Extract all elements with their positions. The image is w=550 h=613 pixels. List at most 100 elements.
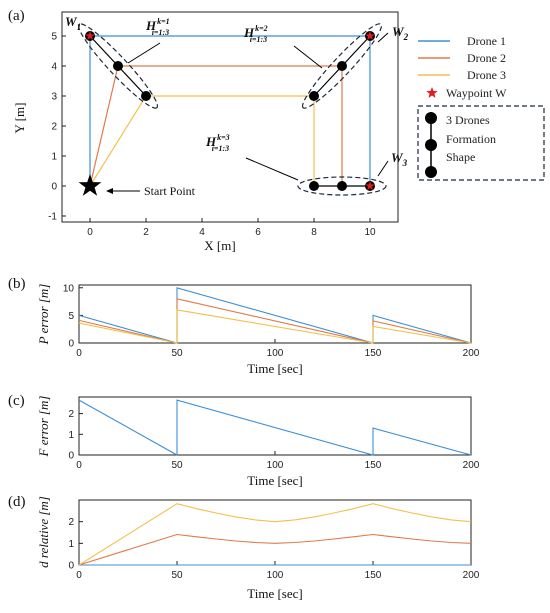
formation-ellipse	[77, 23, 159, 109]
panel-c-formation-error: 0 50 100 150 200 0 1 2 Time [sec] F error [m]	[36, 396, 480, 488]
formation-1-arrow	[127, 42, 161, 64]
panel-c-y-label: F error [m]	[36, 396, 51, 458]
panel-d-x-label: Time [sec]	[247, 586, 303, 601]
x-tick-label: 50	[171, 460, 183, 471]
series-drone-1	[78, 399, 472, 456]
series-drone-3	[78, 503, 472, 566]
waypoint-1-label: W1	[65, 14, 81, 32]
panel-d-label: (d)	[8, 494, 26, 510]
y-tick-label: 5	[68, 311, 74, 322]
x-tick-label: 50	[171, 570, 183, 581]
panel-a-ticks: 0 2 4 6 8 10 -1 0 1 2 3 4 5	[48, 32, 376, 239]
y-tick-label: 2	[68, 409, 74, 420]
panel-a-trajectories	[89, 35, 371, 187]
legend-drone1-label: Drone 1	[467, 34, 506, 48]
drone-marker	[337, 181, 347, 191]
drone-marker	[113, 61, 123, 71]
series-drone-2	[78, 533, 472, 566]
start-point-arrowhead	[106, 188, 113, 194]
legend: Drone 1 Drone 2 Drone 3 Waypoint W 3 Dro…	[417, 34, 545, 181]
legend-drone2-label: Drone 2	[467, 51, 506, 65]
x-tick-label: 0	[76, 348, 82, 359]
y-tick-label: 10	[63, 283, 75, 294]
y-tick-label: 1	[68, 539, 74, 550]
x-tick-label: 2	[143, 227, 149, 238]
x-tick-label: 150	[365, 348, 382, 359]
formation-3-arrow	[245, 157, 299, 181]
start-point-label: Start Point	[144, 184, 196, 198]
formation-ellipse	[297, 176, 387, 196]
y-tick-label: 5	[51, 32, 57, 43]
x-tick-label: 4	[199, 227, 205, 238]
y-tick-label: 0	[51, 182, 57, 193]
panel-d-relative-distance: 0 50 100 150 200 0 1 2 Time [sec] d relative [m…	[36, 496, 480, 601]
y-tick-label: 0	[68, 451, 74, 462]
panel-b-label: (b)	[8, 276, 26, 292]
x-tick-label: 200	[463, 460, 480, 471]
legend-drone3-label: Drone 3	[467, 68, 506, 82]
x-tick-label: 100	[267, 570, 284, 581]
x-tick-label: 0	[76, 570, 82, 581]
x-tick-label: 150	[365, 460, 382, 471]
legend-formation-dot	[425, 112, 437, 124]
drone-marker	[309, 181, 319, 191]
y-tick-label: 3	[51, 92, 57, 103]
panel-d-y-label: d relative [m]	[36, 496, 51, 568]
formation-2-arrow	[293, 45, 323, 69]
panel-c-series	[78, 399, 472, 456]
x-tick-label: 200	[463, 570, 480, 581]
panel-c-label: (c)	[8, 393, 25, 409]
legend-formation-dot	[425, 166, 437, 178]
formation-2-label: Hk=2 i=1:3	[243, 24, 268, 44]
trajectory-drone-1	[89, 35, 371, 186]
y-tick-label: 1	[68, 430, 74, 441]
legend-formation-text: Shape	[446, 150, 475, 164]
y-tick-label: -1	[48, 212, 57, 223]
legend-formation-box	[417, 105, 545, 181]
series-drone-2	[78, 298, 472, 344]
panel-c-ticks: 0 50 100 150 200 0 1 2	[68, 409, 479, 471]
x-tick-label: 6	[255, 227, 261, 238]
legend-waypoint-star-icon	[426, 87, 438, 98]
panel-a-y-label: Y [m]	[12, 103, 27, 134]
x-tick-label: 10	[364, 227, 376, 238]
trajectory-drone-2	[89, 65, 343, 187]
panel-d-frame	[78, 499, 472, 566]
panel-b-position-error: 0 50 100 150 200 0 5 10 Time [sec] P error [m]	[36, 283, 480, 376]
y-tick-label: 1	[51, 152, 57, 163]
waypoint-2-arrow	[377, 32, 389, 43]
panel-c-x-label: Time [sec]	[247, 473, 303, 488]
y-tick-label: 0	[68, 339, 74, 350]
y-tick-label: 2	[68, 517, 74, 528]
drone-marker	[309, 91, 319, 101]
waypoint-3-label: W3	[391, 150, 408, 168]
panel-b-y-label: P error [m]	[36, 284, 51, 346]
x-tick-label: 8	[311, 227, 317, 238]
x-tick-label: 0	[76, 460, 82, 471]
panel-c-frame	[78, 396, 472, 456]
x-tick-label: 0	[87, 227, 93, 238]
drone-marker	[337, 61, 347, 71]
y-tick-label: 4	[51, 62, 57, 73]
start-point-star-icon	[78, 174, 102, 196]
panel-b-x-label: Time [sec]	[247, 361, 303, 376]
waypoint-star-icon	[365, 181, 375, 190]
formation-3-label: Hk=3 i=1:3	[205, 133, 230, 153]
panel-b-series	[78, 287, 472, 344]
panel-a-formations	[77, 23, 387, 196]
legend-formation-text: 3 Drones	[446, 113, 490, 127]
waypoint-star-icon	[85, 31, 95, 40]
x-tick-label: 50	[171, 348, 183, 359]
panel-a-frame	[61, 11, 399, 223]
x-tick-label: 150	[365, 570, 382, 581]
series-drone-3	[78, 309, 472, 344]
x-tick-label: 200	[463, 348, 480, 359]
formation-1-label: Hk=1 i=1:3	[145, 17, 170, 37]
panel-a-x-label: X [m]	[204, 238, 235, 253]
panel-d-ticks: 0 50 100 150 200 0 1 2	[68, 517, 479, 581]
x-tick-label: 100	[267, 460, 284, 471]
formation-ellipse	[301, 23, 383, 109]
y-tick-label: 2	[51, 122, 57, 133]
